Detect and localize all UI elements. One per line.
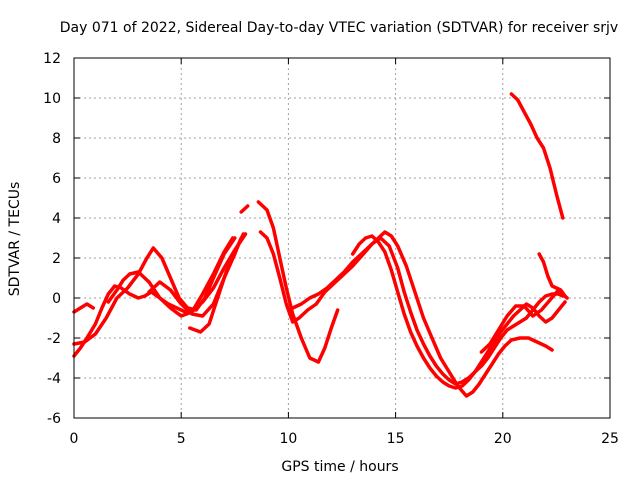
series-arc-4 <box>106 236 235 318</box>
y-tick-label: 10 <box>43 91 61 107</box>
y-tick-label: 4 <box>52 211 61 227</box>
x-tick-label: 5 <box>177 431 186 447</box>
y-tick-label: 6 <box>52 171 61 187</box>
x-tick-label: 0 <box>70 431 79 447</box>
series-arc-13 <box>537 252 567 298</box>
series-arc-3 <box>72 236 237 346</box>
y-tick-label: 12 <box>43 51 61 67</box>
y-tick-label: 8 <box>52 131 61 147</box>
series-arc-9 <box>258 230 565 386</box>
series-arc-6 <box>188 232 246 334</box>
x-tick-label: 15 <box>387 431 405 447</box>
y-tick-label: -4 <box>47 371 61 387</box>
series-arc-11 <box>350 234 567 390</box>
x-tick-label: 10 <box>279 431 297 447</box>
x-tick-label: 20 <box>494 431 512 447</box>
series-layer <box>72 92 569 398</box>
y-tick-label: 0 <box>52 291 61 307</box>
chart-title: Day 071 of 2022, Sidereal Day-to-day VTE… <box>60 20 618 36</box>
series-arc-10 <box>290 230 554 398</box>
series-arc-1 <box>72 302 96 314</box>
axis-ticks: 0 5 10 15 20 25 -6 -4 -2 0 2 4 6 8 10 12 <box>43 51 619 447</box>
series-arc-2 <box>72 232 248 358</box>
series-arc-12 <box>479 288 569 354</box>
series-arc-7 <box>239 204 250 214</box>
plot-frame <box>73 57 611 419</box>
series-arc-8 <box>256 200 340 364</box>
series-arc-14 <box>509 92 565 220</box>
y-tick-label: -6 <box>47 411 61 427</box>
x-axis-label: GPS time / hours <box>281 459 398 475</box>
y-tick-label: -2 <box>47 331 61 347</box>
y-tick-label: 2 <box>52 251 61 267</box>
grid <box>74 58 610 418</box>
x-tick-label: 25 <box>601 431 619 447</box>
y-axis-label: SDTVAR / TECUs <box>7 182 23 297</box>
